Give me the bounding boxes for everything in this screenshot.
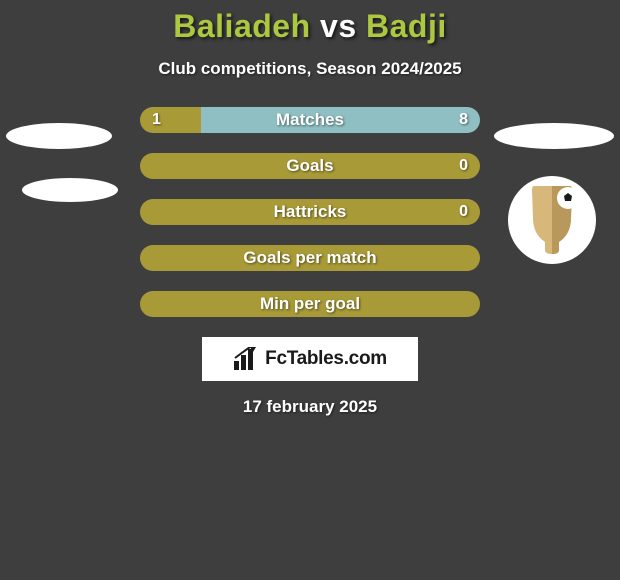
subtitle: Club competitions, Season 2024/2025 [0,59,620,79]
stat-label: Hattricks [140,199,480,225]
title-player1: Baliadeh [173,8,310,44]
page-title: Baliadeh vs Badji [0,0,620,45]
title-vs: vs [320,8,357,44]
snapshot-date: 17 february 2025 [0,397,620,417]
stat-bar: 0Goals [140,153,480,179]
trophy-badge [508,176,596,264]
trophy-icon [521,184,583,256]
stat-bar: 18Matches [140,107,480,133]
brand-box[interactable]: FcTables.com [202,337,418,381]
player1-avatar-placeholder-2 [22,178,118,202]
stat-label: Matches [140,107,480,133]
stat-bar: Min per goal [140,291,480,317]
stat-bar: 0Hattricks [140,199,480,225]
stat-label: Goals per match [140,245,480,271]
title-player2: Badji [366,8,447,44]
player1-avatar-placeholder [6,123,112,149]
fctables-logo-icon [233,347,259,371]
stat-label: Min per goal [140,291,480,317]
player2-avatar-placeholder [494,123,614,149]
stat-label: Goals [140,153,480,179]
stat-bar: Goals per match [140,245,480,271]
brand-text: FcTables.com [265,348,387,370]
comparison-card: Baliadeh vs Badji Club competitions, Sea… [0,0,620,580]
